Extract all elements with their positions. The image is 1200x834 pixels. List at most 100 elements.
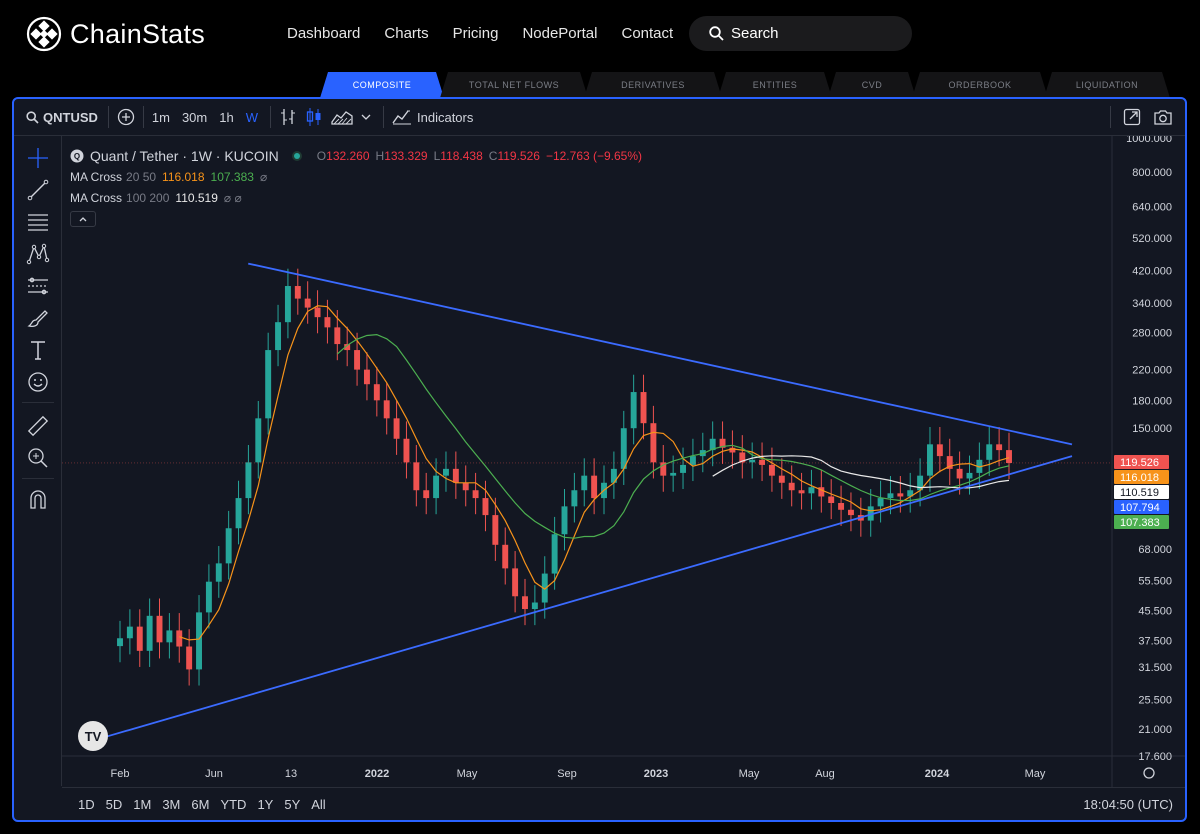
candle-body — [818, 487, 825, 497]
separator — [22, 478, 54, 479]
candle-body — [719, 438, 726, 448]
candle-body — [324, 317, 331, 328]
range-1y[interactable]: 1Y — [257, 797, 274, 812]
candle-body — [739, 452, 746, 463]
camera-icon[interactable] — [1153, 109, 1173, 126]
tab-entities[interactable]: ENTITIES — [718, 72, 832, 98]
candle-body — [778, 475, 785, 483]
magnet-icon[interactable] — [26, 488, 50, 512]
interval-1m[interactable]: 1m — [151, 109, 170, 125]
settings-gear-icon[interactable] — [1143, 767, 1155, 779]
x-tick-label: May — [457, 768, 478, 780]
tab-liquidation[interactable]: LIQUIDATION — [1044, 72, 1170, 98]
price-chart[interactable]: 1000.000 800.000 640.000 520.000 420.000 340.… — [62, 136, 1187, 787]
brand-logo[interactable]: ChainStats — [26, 16, 205, 52]
nav-links: Dashboard Charts Pricing NodePortal Cont… — [287, 25, 673, 42]
range-3m[interactable]: 3M — [162, 797, 181, 812]
separator — [1110, 106, 1111, 128]
legend-symbol-row: Q Quant / Tether · 1W · KUCOIN O 132.260 … — [70, 145, 642, 166]
legend-collapse-button[interactable] — [70, 211, 96, 227]
y-tick-label: 640.000 — [1132, 201, 1172, 213]
candle-body — [788, 482, 795, 491]
tab-composite[interactable]: COMPOSITE — [320, 72, 444, 98]
candle-body — [413, 462, 420, 491]
legend-ma2-row[interactable]: MA Cross 100 200 110.519 ⌀ ⌀ — [70, 187, 642, 208]
candle-body — [917, 475, 924, 491]
search-button[interactable]: Search — [689, 16, 912, 51]
range-1d[interactable]: 1D — [78, 797, 95, 812]
price-label-text: 116.018 — [1120, 472, 1159, 484]
range-1m[interactable]: 1M — [133, 797, 152, 812]
candle-body — [591, 475, 598, 499]
ma1-name: MA Cross — [70, 169, 123, 184]
fib-lines-icon[interactable] — [26, 210, 50, 234]
candle-body — [927, 444, 933, 476]
crosshair-icon[interactable] — [26, 146, 50, 170]
interval-30m[interactable]: 30m — [181, 109, 208, 125]
tab-total-net-flows[interactable]: TOTAL NET FLOWS — [440, 72, 588, 98]
candle-body — [344, 344, 351, 351]
separator — [383, 106, 384, 128]
legend-ma1-row[interactable]: MA Cross 20 50 116.018 107.383 ⌀ — [70, 166, 642, 187]
chevron-down-icon[interactable] — [361, 112, 371, 122]
y-tick-label: 1000.000 — [1126, 136, 1172, 145]
nav-charts[interactable]: Charts — [384, 25, 429, 42]
range-ytd[interactable]: YTD — [220, 797, 247, 812]
bars-style-icon[interactable] — [279, 107, 297, 127]
candle-body — [136, 626, 143, 651]
y-tick-label: 25.500 — [1138, 694, 1172, 706]
fullscreen-icon[interactable] — [1123, 108, 1141, 126]
ma2-name: MA Cross — [70, 190, 123, 205]
range-5d[interactable]: 5D — [105, 797, 123, 812]
search-icon — [26, 110, 39, 124]
x-tick-label: Sep — [557, 768, 577, 780]
range-5y[interactable]: 5Y — [284, 797, 301, 812]
candle-body — [462, 482, 469, 491]
range-all[interactable]: All — [311, 797, 326, 812]
nav-pricing[interactable]: Pricing — [452, 25, 499, 42]
svg-text:Q: Q — [74, 152, 80, 161]
candle-body — [956, 468, 963, 479]
candle-body — [571, 490, 578, 507]
y-tick-label: 800.000 — [1132, 167, 1172, 179]
forecast-icon[interactable] — [26, 274, 50, 298]
interval-1h[interactable]: 1h — [219, 109, 234, 125]
text-icon[interactable] — [26, 338, 50, 362]
y-tick-label: 31.500 — [1138, 662, 1172, 674]
nav-nodeportal[interactable]: NodePortal — [522, 25, 598, 42]
trendline-lower — [106, 455, 1073, 738]
range-6m[interactable]: 6M — [191, 797, 210, 812]
tradingview-logo[interactable]: TV — [78, 721, 108, 751]
candles-style-icon[interactable] — [305, 107, 323, 127]
candle-body — [680, 464, 686, 473]
indicators-label: Indicators — [417, 109, 474, 125]
tab-derivatives[interactable]: DERIVATIVES — [584, 72, 722, 98]
nav-dashboard[interactable]: Dashboard — [287, 25, 361, 42]
tab-orderbook[interactable]: ORDERBOOK — [912, 72, 1048, 98]
tab-cvd[interactable]: CVD — [828, 72, 916, 98]
trendline-icon[interactable] — [26, 178, 50, 202]
zoom-in-icon[interactable] — [26, 446, 50, 470]
candle-body — [423, 490, 430, 499]
legend-low: 118.438 — [440, 148, 483, 163]
utc-clock: 18:04:50 (UTC) — [1083, 797, 1173, 812]
emoji-icon[interactable] — [26, 370, 50, 394]
candle-body — [393, 418, 400, 439]
nav-contact[interactable]: Contact — [621, 25, 674, 42]
candle-body — [650, 423, 657, 463]
x-tick-label: May — [1025, 768, 1046, 780]
top-nav: ChainStats Dashboard Charts Pricing Node… — [0, 0, 1200, 66]
indicators-button[interactable]: Indicators — [392, 109, 473, 125]
area-style-icon[interactable] — [331, 108, 353, 126]
symbol-search[interactable]: QNTUSD — [26, 110, 98, 125]
candle-body — [443, 468, 449, 476]
y-tick-label: 68.000 — [1138, 544, 1172, 556]
price-label-box — [1114, 455, 1169, 469]
candle-body — [383, 400, 390, 419]
brush-icon[interactable] — [26, 306, 50, 330]
ruler-icon[interactable] — [26, 414, 50, 438]
interval-w[interactable]: W — [245, 109, 258, 125]
candle-body — [768, 464, 775, 476]
pattern-icon[interactable] — [26, 242, 50, 266]
compare-plus-icon[interactable] — [117, 108, 135, 126]
